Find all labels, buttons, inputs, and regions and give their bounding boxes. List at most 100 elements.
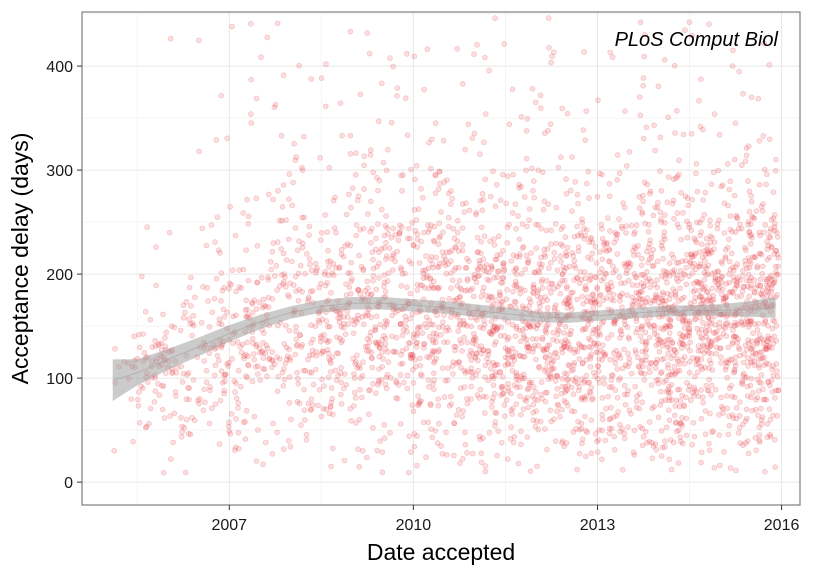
data-point [766, 234, 772, 240]
data-point [300, 367, 307, 374]
data-point [262, 439, 269, 446]
data-point [548, 227, 555, 234]
data-point [747, 318, 754, 325]
data-point [589, 395, 596, 402]
data-point [482, 468, 489, 475]
data-point [415, 393, 421, 399]
data-point [420, 270, 427, 277]
data-point [212, 362, 219, 369]
data-point [344, 314, 351, 320]
data-point [184, 416, 190, 423]
data-point [753, 350, 760, 357]
data-point [435, 286, 442, 292]
data-point [763, 396, 770, 403]
data-point [519, 245, 526, 251]
data-point [756, 362, 762, 368]
data-point [624, 391, 631, 398]
data-point [642, 274, 649, 280]
data-point [773, 361, 780, 367]
data-point [549, 53, 555, 60]
data-point [647, 284, 654, 291]
data-point [361, 162, 367, 169]
data-point [557, 253, 564, 260]
data-point [513, 271, 520, 278]
data-point [533, 418, 540, 424]
data-point [479, 191, 486, 197]
data-point [773, 156, 779, 163]
data-point [397, 222, 403, 229]
data-point [746, 293, 753, 300]
data-point [508, 258, 515, 264]
data-point [373, 340, 380, 346]
data-point [697, 123, 704, 130]
data-point [274, 322, 281, 329]
data-point [745, 337, 751, 343]
data-point [761, 396, 768, 403]
data-point [469, 450, 476, 457]
data-point [508, 424, 514, 430]
data-point [297, 262, 304, 269]
data-point [459, 225, 466, 231]
data-point [638, 370, 645, 377]
data-point [451, 267, 458, 274]
data-point [139, 273, 145, 280]
data-point [698, 229, 705, 235]
data-point [404, 385, 411, 392]
data-point [207, 384, 213, 390]
data-point [599, 235, 606, 242]
data-point [612, 319, 618, 326]
data-point [542, 365, 549, 372]
data-point [219, 379, 226, 386]
data-point [683, 379, 690, 386]
data-point [464, 395, 470, 402]
data-point [219, 287, 226, 294]
data-point [333, 229, 339, 236]
data-point [518, 428, 524, 435]
data-point [250, 340, 256, 347]
data-point [692, 294, 698, 301]
data-point [253, 343, 260, 350]
data-point [378, 246, 385, 252]
data-point [699, 296, 706, 303]
data-point [669, 268, 676, 275]
data-point [179, 423, 185, 430]
data-point [490, 168, 496, 175]
data-point [357, 386, 363, 393]
data-point [659, 245, 666, 252]
data-point [185, 370, 192, 376]
data-point [420, 267, 426, 274]
data-point [506, 348, 513, 354]
data-point [203, 367, 210, 374]
data-point [453, 412, 460, 418]
data-point [254, 371, 261, 377]
data-point [533, 245, 540, 251]
data-point [771, 279, 778, 286]
data-point [475, 249, 481, 255]
data-point [683, 415, 690, 422]
data-point [771, 212, 778, 218]
data-point [768, 377, 775, 384]
data-point [539, 169, 546, 176]
data-point [540, 206, 547, 213]
data-point [668, 397, 675, 403]
data-point [214, 352, 221, 359]
data-point [168, 456, 174, 462]
data-point [673, 275, 680, 282]
data-point [408, 166, 414, 173]
data-point [559, 243, 566, 249]
data-point [461, 321, 467, 328]
data-point [404, 328, 410, 335]
data-point [324, 258, 331, 265]
data-point [460, 408, 467, 414]
data-point [767, 431, 773, 438]
data-point [429, 264, 436, 271]
data-point [307, 261, 313, 268]
data-point [487, 193, 494, 200]
data-point [602, 437, 609, 444]
data-point [245, 312, 251, 319]
data-point [574, 223, 580, 230]
data-point [704, 247, 710, 254]
data-point [226, 428, 232, 435]
data-point [490, 359, 497, 366]
data-point [622, 108, 628, 114]
